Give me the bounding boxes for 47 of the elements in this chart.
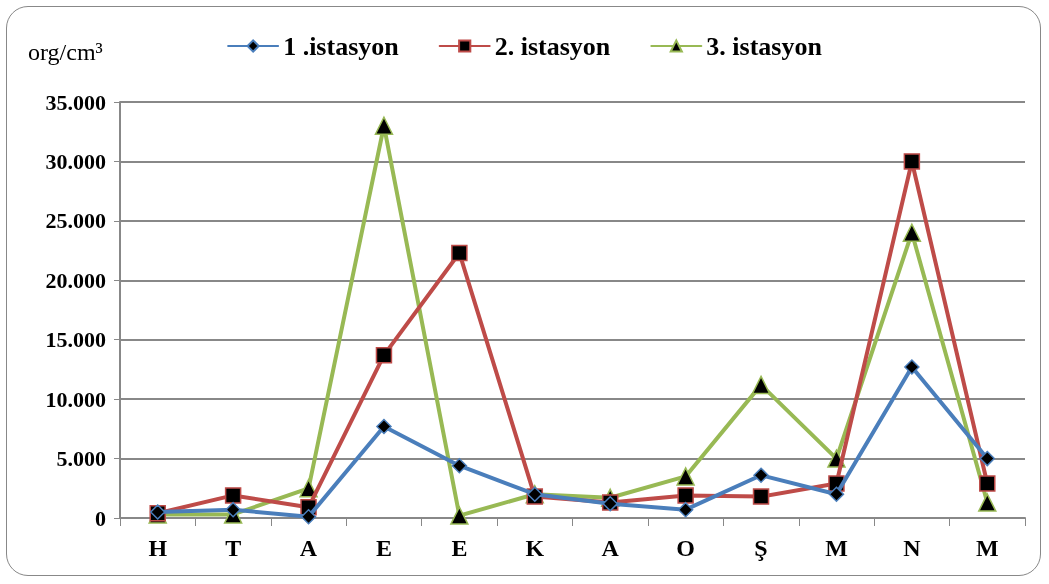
- point: [979, 475, 996, 492]
- point: [902, 223, 922, 242]
- x-tick-label: T: [225, 535, 242, 561]
- point: [978, 493, 997, 512]
- y-axis-title: org/cm³: [28, 39, 103, 65]
- point: [451, 244, 468, 262]
- legend-label: 3. istasyon: [706, 31, 823, 61]
- point: [676, 467, 695, 486]
- point: [751, 375, 771, 395]
- x-tick-label: H: [148, 535, 168, 561]
- point: [828, 486, 845, 502]
- y-tick-label: 15.000: [45, 327, 106, 353]
- x-tick-label: K: [525, 535, 545, 561]
- point: [376, 418, 392, 435]
- x-tick-label: Ş: [754, 535, 768, 561]
- point: [979, 450, 996, 467]
- point: [299, 479, 318, 498]
- point: [903, 153, 921, 170]
- point: [677, 501, 694, 518]
- x-tick-label: M: [975, 535, 999, 561]
- y-tick-label: 0: [95, 505, 106, 531]
- point: [375, 346, 393, 364]
- x-tick-label: M: [825, 535, 848, 561]
- x-tick-label: E: [375, 535, 392, 561]
- y-tick-label: 35.000: [45, 89, 106, 115]
- point: [300, 509, 317, 525]
- point: [451, 457, 468, 474]
- point: [450, 506, 469, 525]
- point: [677, 487, 694, 504]
- y-tick-label: 5.000: [56, 446, 106, 472]
- y-tick-label: 20.000: [45, 267, 106, 293]
- point: [225, 501, 241, 518]
- x-tick-label: E: [451, 535, 468, 561]
- x-tick-label: A: [601, 535, 620, 561]
- x-tick-label: O: [676, 535, 695, 561]
- point: [224, 487, 242, 504]
- legend-label: 2. istasyon: [494, 31, 611, 61]
- point: [752, 488, 770, 505]
- legend-label: 1 .istasyon: [283, 31, 400, 61]
- y-tick-label: 30.000: [45, 148, 106, 174]
- y-tick-label: 10.000: [45, 386, 106, 412]
- x-tick-label: A: [299, 535, 318, 561]
- point: [753, 467, 769, 483]
- x-tick-label: N: [903, 535, 922, 561]
- y-tick-label: 25.000: [45, 208, 106, 234]
- point: [374, 116, 394, 136]
- point: [904, 359, 920, 375]
